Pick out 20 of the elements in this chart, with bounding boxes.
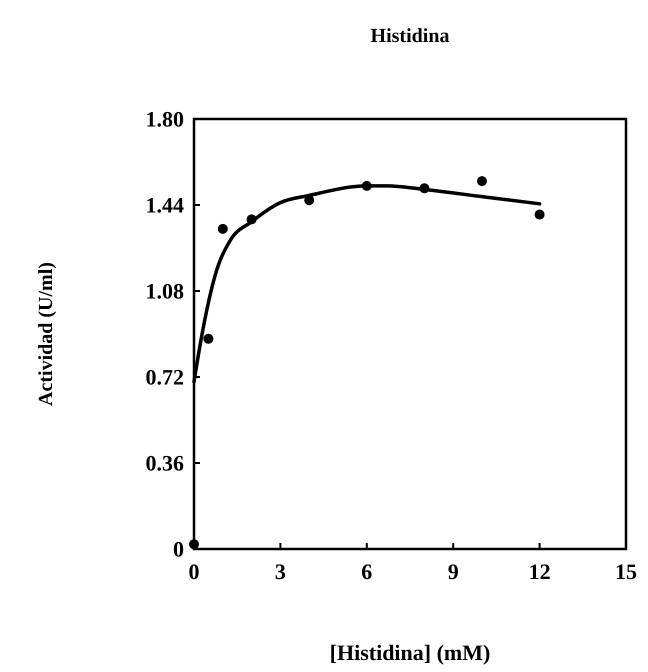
y-tick-label: 1.44 — [146, 192, 184, 218]
point — [534, 210, 545, 220]
x-tick-label: 0 — [188, 559, 200, 584]
x-tick-label: 3 — [274, 559, 286, 584]
x-axis-title: [Histidina] (mM) — [330, 640, 490, 665]
point — [218, 224, 228, 234]
chart-title: Histidina — [370, 25, 450, 47]
y-axis-title: Actividad (U/ml) — [35, 262, 57, 406]
point — [477, 176, 487, 186]
x-tick-label: 6 — [361, 559, 372, 584]
x-tick-label: 12 — [528, 559, 551, 584]
y-tick-label: 0.36 — [146, 450, 184, 476]
y-tick-label: 1.08 — [146, 278, 184, 304]
point — [189, 539, 199, 550]
y-tick-label: 1.80 — [146, 106, 184, 132]
y-tick-label: 0.72 — [146, 364, 184, 390]
x-tick-label: 9 — [448, 559, 459, 584]
point — [203, 334, 214, 344]
x-tick-label: 15 — [615, 559, 637, 584]
y-tick-label: 0 — [173, 536, 184, 562]
